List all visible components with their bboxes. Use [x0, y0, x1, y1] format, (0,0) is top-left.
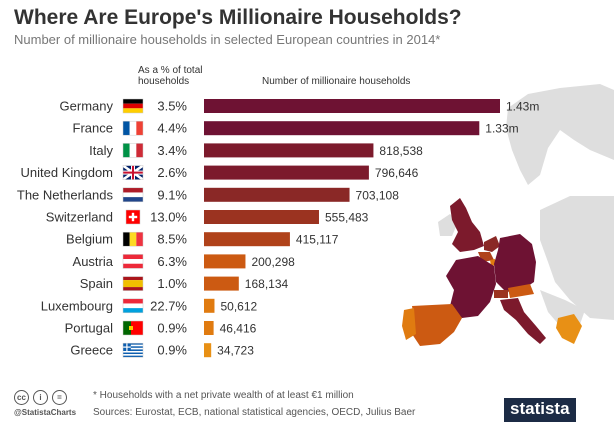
value-label: 50,612: [220, 299, 257, 313]
bar: [204, 276, 239, 291]
flag-de-icon: [122, 98, 144, 114]
percent-column-header: As a % of total households: [138, 65, 203, 87]
category-label: Switzerland: [46, 210, 113, 225]
bar: [204, 121, 480, 136]
bar: [204, 143, 374, 158]
percent-label: 3.5%: [157, 99, 187, 114]
map-country-france: [446, 256, 496, 318]
value-label: 1.33m: [485, 122, 518, 136]
value-label: 703,108: [356, 188, 400, 202]
attribution-icon: i: [33, 390, 48, 405]
percent-label: 0.9%: [157, 343, 187, 358]
twitter-handle: @StatistaCharts: [14, 408, 77, 417]
percent-label: 2.6%: [157, 165, 187, 180]
flag-pt-icon: [122, 320, 144, 336]
percent-label: 6.3%: [157, 254, 187, 269]
percent-label: 13.0%: [150, 210, 187, 225]
category-label: Greece: [70, 343, 113, 358]
category-label: Belgium: [66, 232, 113, 247]
sources: Sources: Eurostat, ECB, national statist…: [93, 407, 416, 418]
value-label: 818,538: [379, 144, 423, 158]
bar: [204, 298, 215, 313]
footnote: * Households with a net private wealth o…: [93, 390, 354, 401]
statista-logo[interactable]: statista: [504, 398, 576, 422]
flag-gr-icon: [122, 342, 144, 358]
flag-fr-icon: [122, 120, 144, 136]
flag-lu-icon: [122, 298, 144, 314]
map-country-germany: [494, 234, 536, 292]
flag-be-icon: [122, 231, 144, 247]
map-country-portugal: [402, 308, 416, 340]
category-label: Spain: [80, 276, 113, 291]
bar: [204, 232, 290, 247]
percent-label: 0.9%: [157, 321, 187, 336]
value-label: 200,298: [251, 255, 295, 269]
percent-label: 4.4%: [157, 121, 187, 136]
bar: [204, 165, 369, 180]
bar: [204, 99, 500, 113]
bar: [204, 187, 350, 202]
value-label: 415,117: [296, 233, 339, 247]
value-label: 34,723: [217, 344, 254, 358]
flag-ch-icon: [125, 209, 141, 225]
value-label: 168,134: [245, 277, 289, 291]
category-label: The Netherlands: [17, 187, 114, 202]
percent-label: 3.4%: [157, 143, 187, 158]
value-label: 555,483: [325, 211, 369, 225]
map-country-italy: [500, 298, 546, 344]
chart-title: Where Are Europe's Millionaire Household…: [14, 6, 462, 29]
category-label: Portugal: [65, 321, 114, 336]
map-country-united-kingdom: [450, 198, 484, 252]
flag-gb-icon: [122, 164, 144, 181]
percent-label: 9.1%: [157, 187, 187, 202]
category-label: United Kingdom: [21, 165, 114, 180]
percent-label: 1.0%: [157, 276, 187, 291]
flag-it-icon: [122, 143, 144, 158]
percent-label: 22.7%: [150, 298, 187, 313]
value-label: 796,646: [375, 166, 419, 180]
map-country-switzerland: [494, 290, 508, 298]
map-country-greece: [556, 314, 582, 344]
flag-nl-icon: [122, 187, 144, 203]
category-label: Italy: [89, 143, 113, 158]
category-label: Luxembourg: [41, 298, 113, 313]
chart-subtitle: Number of millionaire households in sele…: [14, 32, 441, 47]
creative-commons-icon: cc: [14, 390, 29, 405]
flag-es-icon: [122, 276, 144, 291]
map-land-scandinavia: [506, 84, 614, 185]
flag-at-icon: [122, 254, 144, 269]
no-derivatives-icon: =: [52, 390, 67, 405]
bar: [204, 343, 212, 358]
map-country-netherlands: [484, 236, 500, 252]
map-country-spain: [412, 304, 462, 346]
map-country-austria: [508, 284, 534, 298]
bar: [204, 210, 319, 224]
value-label: 46,416: [220, 322, 257, 336]
europe-map: [402, 84, 614, 346]
category-label: Germany: [60, 99, 114, 114]
value-label: 1.43m: [506, 100, 539, 114]
value-column-header: Number of millionaire households: [262, 76, 411, 87]
percent-label: 8.5%: [157, 232, 187, 247]
map-land-east: [540, 196, 614, 320]
category-label: Austria: [73, 254, 114, 269]
bar: [204, 254, 246, 269]
category-label: France: [73, 121, 113, 136]
bar: [204, 321, 214, 335]
